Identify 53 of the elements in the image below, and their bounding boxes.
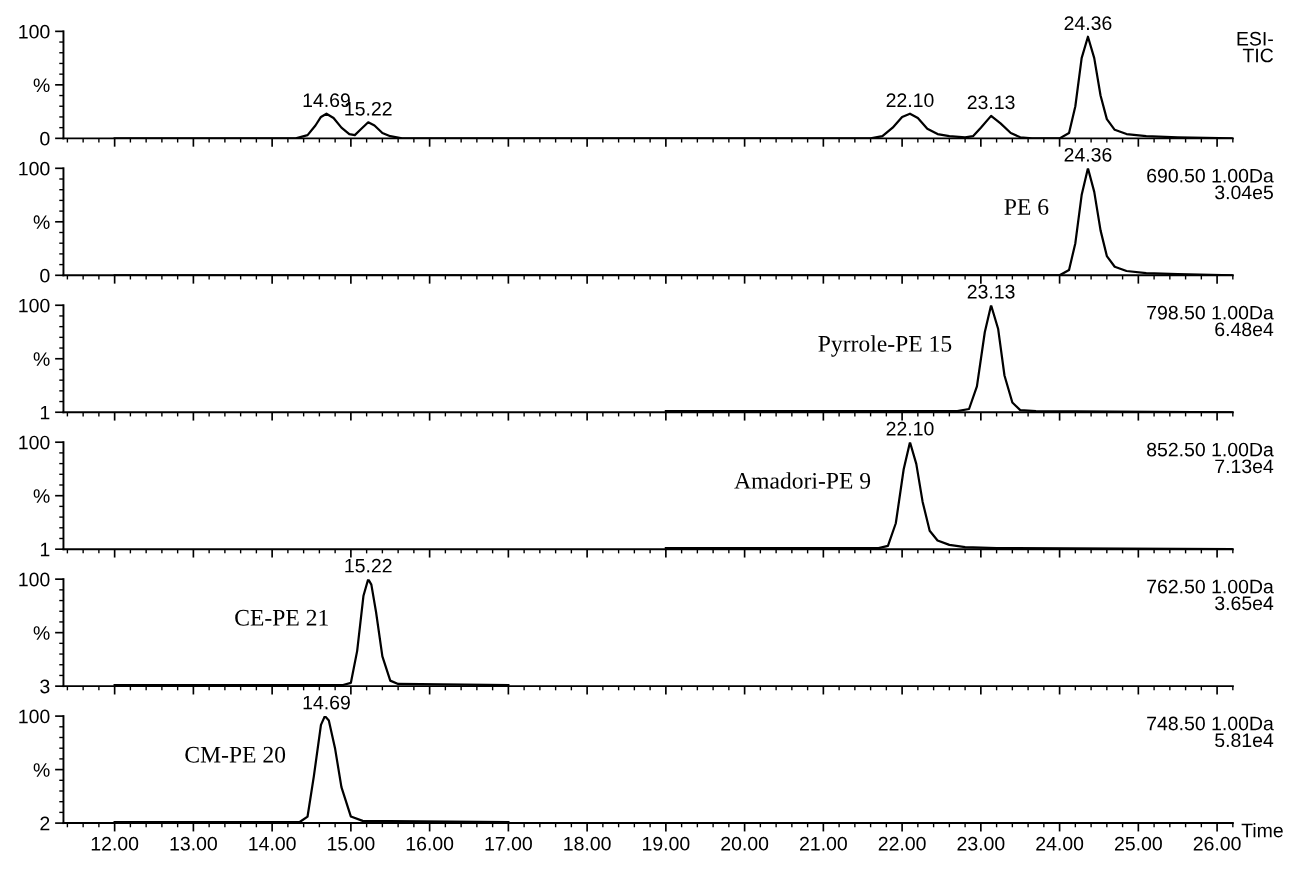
series-label: PE 6 xyxy=(1004,199,1049,215)
y-tick-label: 0 xyxy=(40,131,50,146)
series-label: Amadori-PE 9 xyxy=(734,472,871,489)
y-tick-label: 100 xyxy=(19,161,50,176)
annotation: 23.13 xyxy=(967,95,1015,110)
y-tick-label: 3 xyxy=(40,679,50,694)
annotation: 24.36 xyxy=(1064,16,1112,31)
annotation: 24.36 xyxy=(1064,147,1112,162)
annotation: 14.69 xyxy=(303,695,350,710)
x-tick-label: 17.00 xyxy=(485,836,532,851)
x-tick-label: 18.00 xyxy=(564,836,611,851)
annotation: 748.50 1.00Da 5.81e4 xyxy=(1147,716,1274,748)
x-tick-label: 12.00 xyxy=(91,836,139,851)
x-tick-label: 21.00 xyxy=(800,836,847,851)
series-label: CE-PE 21 xyxy=(235,609,328,626)
annotation: 22.10 xyxy=(886,93,934,108)
x-tick-label: 22.00 xyxy=(878,836,926,851)
annotation: 762.50 1.00Da 3.65e4 xyxy=(1147,579,1274,611)
annotation: 23.13 xyxy=(967,284,1015,299)
y-tick-label: % xyxy=(33,352,50,366)
x-tick-label: 15.00 xyxy=(328,836,375,851)
x-tick-label: 20.00 xyxy=(721,836,769,851)
series-label: CM-PE 20 xyxy=(185,746,286,763)
series-label: Pyrrole-PE 15 xyxy=(818,335,952,357)
y-tick-label: 1 xyxy=(40,405,50,420)
y-tick-label: 2 xyxy=(40,816,50,831)
y-tick-label: 100 xyxy=(19,709,50,724)
y-tick-label: % xyxy=(33,489,50,503)
x-tick-label: 23.00 xyxy=(957,836,1005,851)
text: ESI- TIC xyxy=(1237,31,1274,63)
y-tick-label: % xyxy=(33,763,50,777)
x-tick-label: 26.00 xyxy=(1193,836,1241,851)
annotation: 15.22 xyxy=(345,558,392,573)
annotation: 22.10 xyxy=(886,421,934,436)
y-tick-label: 0 xyxy=(40,268,50,283)
x-tick-label: 25.00 xyxy=(1115,836,1162,851)
annotation: 690.50 1.00Da 3.04e5 xyxy=(1147,168,1274,200)
y-tick-label: % xyxy=(33,215,50,229)
y-tick-label: 1 xyxy=(40,542,50,557)
x-tick-label: 14.00 xyxy=(249,836,296,851)
y-tick-label: 100 xyxy=(19,435,50,450)
x-axis-title: Time xyxy=(1241,823,1283,838)
annotation: 852.50 1.00Da 7.13e4 xyxy=(1147,442,1274,474)
x-tick-label: 19.00 xyxy=(643,836,690,851)
y-tick-label: % xyxy=(33,78,50,93)
y-tick-label: 100 xyxy=(19,24,50,39)
y-tick-label: 100 xyxy=(19,572,50,587)
annotation: 798.50 1.00Da 6.48e4 xyxy=(1147,305,1274,337)
x-tick-label: 13.00 xyxy=(170,836,217,851)
x-tick-label: 24.00 xyxy=(1036,836,1084,851)
y-tick-label: 100 xyxy=(19,298,50,313)
y-tick-label: % xyxy=(33,626,50,640)
x-tick-label: 16.00 xyxy=(406,836,454,851)
